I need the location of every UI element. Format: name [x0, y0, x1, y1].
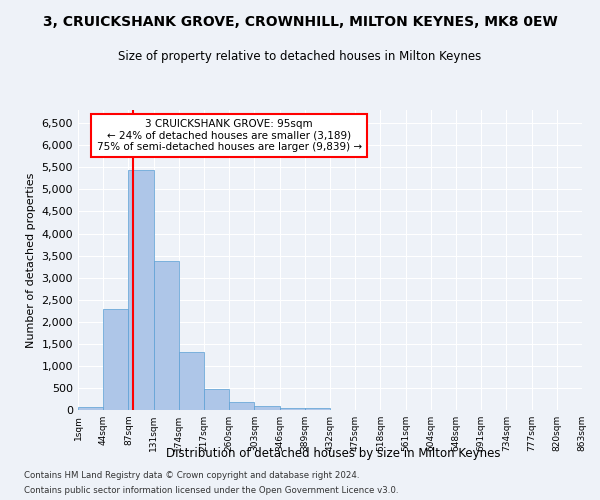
Text: 3, CRUICKSHANK GROVE, CROWNHILL, MILTON KEYNES, MK8 0EW: 3, CRUICKSHANK GROVE, CROWNHILL, MILTON …	[43, 15, 557, 29]
Text: 3 CRUICKSHANK GROVE: 95sqm
← 24% of detached houses are smaller (3,189)
75% of s: 3 CRUICKSHANK GROVE: 95sqm ← 24% of deta…	[97, 119, 362, 152]
Bar	[78, 407, 103, 410]
Bar	[229, 402, 254, 410]
Text: Distribution of detached houses by size in Milton Keynes: Distribution of detached houses by size …	[166, 448, 500, 460]
Bar	[128, 170, 154, 410]
Bar	[154, 261, 179, 410]
Bar	[103, 310, 128, 410]
Bar	[204, 389, 229, 410]
Y-axis label: Number of detached properties: Number of detached properties	[26, 172, 36, 348]
Bar	[280, 408, 305, 410]
Text: Contains HM Land Registry data © Crown copyright and database right 2024.: Contains HM Land Registry data © Crown c…	[24, 471, 359, 480]
Text: Size of property relative to detached houses in Milton Keynes: Size of property relative to detached ho…	[118, 50, 482, 63]
Bar	[305, 408, 330, 410]
Bar	[179, 352, 204, 410]
Bar	[254, 406, 280, 410]
Text: Contains public sector information licensed under the Open Government Licence v3: Contains public sector information licen…	[24, 486, 398, 495]
